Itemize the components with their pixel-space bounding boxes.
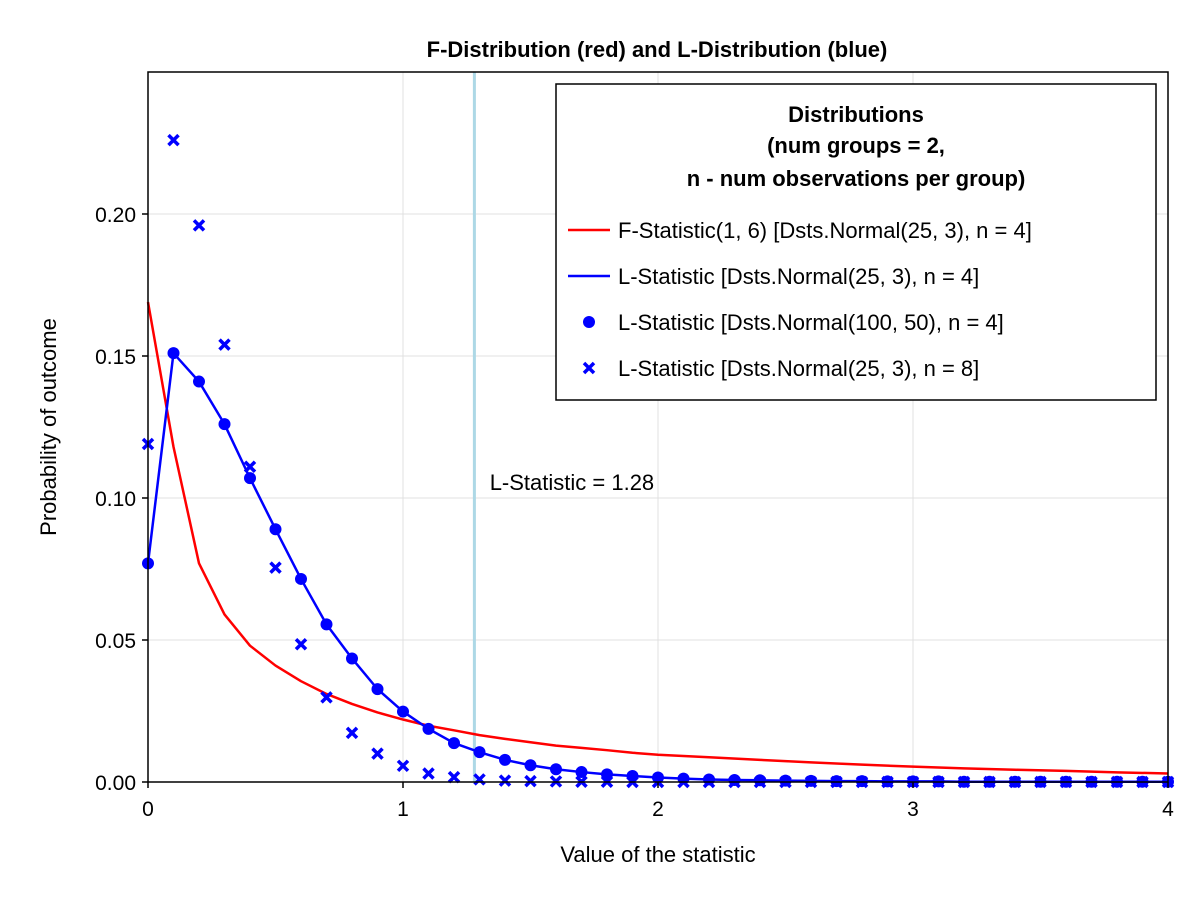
chart-title: F-Distribution (red) and L-Distribution … xyxy=(427,37,888,62)
data-point-circle xyxy=(677,772,690,785)
data-point-cross xyxy=(371,747,384,760)
data-point-cross xyxy=(294,638,308,651)
data-point-circle xyxy=(167,347,180,360)
y-tick-label: 0.15 xyxy=(95,346,136,369)
data-point-circle xyxy=(830,775,843,788)
y-tick-label: 0.20 xyxy=(95,204,136,227)
legend-label-f-statistic: F-Statistic(1, 6) [Dsts.Normal(25, 3), n… xyxy=(618,218,1032,243)
x-tick-label: 1 xyxy=(397,798,409,821)
data-point-circle xyxy=(218,418,231,431)
data-point-cross xyxy=(524,774,537,788)
data-point-circle xyxy=(397,705,409,718)
data-point-circle xyxy=(346,652,358,665)
data-point-circle xyxy=(728,774,741,787)
data-point-cross xyxy=(345,726,359,740)
y-tick-label: 0.05 xyxy=(95,630,136,653)
y-tick-label: 0.10 xyxy=(95,488,136,511)
data-point-circle xyxy=(320,618,333,631)
data-point-circle xyxy=(601,768,613,781)
x-tick-label: 2 xyxy=(652,798,664,821)
y-axis-label: Probability of outcome xyxy=(36,318,61,536)
legend-swatch-l-statistic-cross xyxy=(582,361,596,375)
legend-box xyxy=(555,83,1157,401)
legend-label-l-statistic-line: L-Statistic [Dsts.Normal(25, 3), n = 4] xyxy=(618,264,979,289)
x-axis-label: Value of the statistic xyxy=(560,842,755,867)
x-tick-label: 3 xyxy=(907,798,919,821)
axis-ticks: 0 1 2 3 4 0.00 0.05 0.10 0.15 0.20 xyxy=(95,204,1174,821)
data-point-circle xyxy=(575,766,588,779)
data-point-cross xyxy=(422,767,435,780)
data-point-cross xyxy=(396,759,410,773)
legend: Distributions (num groups = 2, n - num o… xyxy=(555,83,1157,401)
data-point-cross xyxy=(218,338,231,351)
data-point-cross xyxy=(192,219,206,232)
series-line-0 xyxy=(146,301,1169,775)
data-point-circle xyxy=(244,472,256,485)
data-point-circle xyxy=(473,746,486,759)
legend-title-line-2: (num groups = 2, xyxy=(767,133,945,158)
data-point-circle xyxy=(295,572,307,585)
data-point-cross xyxy=(243,460,257,473)
data-point-cross xyxy=(447,770,461,784)
legend-label-l-statistic-cross: L-Statistic [Dsts.Normal(25, 3), n = 8] xyxy=(618,356,979,381)
data-point-cross xyxy=(473,773,486,786)
legend-swatch-l-statistic-circle xyxy=(583,316,595,328)
x-tick-label: 4 xyxy=(1162,798,1174,821)
data-point-cross xyxy=(167,133,180,147)
data-point-circle xyxy=(499,753,511,766)
data-point-circle xyxy=(805,774,817,787)
data-point-circle xyxy=(703,773,715,786)
legend-title-line-3: n - num observations per group) xyxy=(687,166,1026,191)
data-point-circle xyxy=(779,774,792,787)
annotation-label: L-Statistic = 1.28 xyxy=(490,470,654,495)
legend-title-line-1: Distributions xyxy=(788,102,924,127)
data-point-circle xyxy=(371,683,384,696)
data-point-circle xyxy=(269,523,282,536)
x-tick-label: 0 xyxy=(142,798,154,821)
data-point-circle xyxy=(193,375,205,388)
data-point-cross xyxy=(320,691,333,704)
data-point-circle xyxy=(626,770,639,783)
data-point-circle xyxy=(550,763,562,776)
data-point-circle xyxy=(652,771,664,784)
data-point-circle xyxy=(422,722,435,735)
y-tick-label: 0.00 xyxy=(95,772,136,795)
data-point-cross xyxy=(269,561,282,574)
data-point-cross xyxy=(498,774,512,787)
data-point-circle xyxy=(524,759,537,772)
data-point-circle xyxy=(856,775,868,788)
data-point-circle xyxy=(754,774,766,787)
legend-label-l-statistic-circle: L-Statistic [Dsts.Normal(100, 50), n = 4… xyxy=(618,310,1004,335)
data-point-circle xyxy=(448,737,460,750)
